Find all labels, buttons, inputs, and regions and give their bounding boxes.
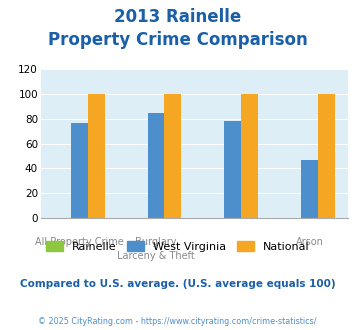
Bar xyxy=(318,94,335,218)
Text: Larceny & Theft: Larceny & Theft xyxy=(117,251,195,261)
Bar xyxy=(241,94,258,218)
Bar xyxy=(88,94,104,218)
Text: All Property Crime: All Property Crime xyxy=(35,237,124,247)
Legend: Rainelle, West Virginia, National: Rainelle, West Virginia, National xyxy=(42,237,313,256)
Bar xyxy=(71,122,88,218)
Text: © 2025 CityRating.com - https://www.cityrating.com/crime-statistics/: © 2025 CityRating.com - https://www.city… xyxy=(38,317,317,326)
Text: 2013 Rainelle: 2013 Rainelle xyxy=(114,8,241,26)
Text: Arson: Arson xyxy=(296,237,323,247)
Bar xyxy=(164,94,181,218)
Text: Property Crime Comparison: Property Crime Comparison xyxy=(48,31,307,50)
Bar xyxy=(224,121,241,218)
Text: Compared to U.S. average. (U.S. average equals 100): Compared to U.S. average. (U.S. average … xyxy=(20,279,335,289)
Bar xyxy=(148,113,164,218)
Bar xyxy=(301,160,318,218)
Text: Burglary: Burglary xyxy=(135,237,177,247)
